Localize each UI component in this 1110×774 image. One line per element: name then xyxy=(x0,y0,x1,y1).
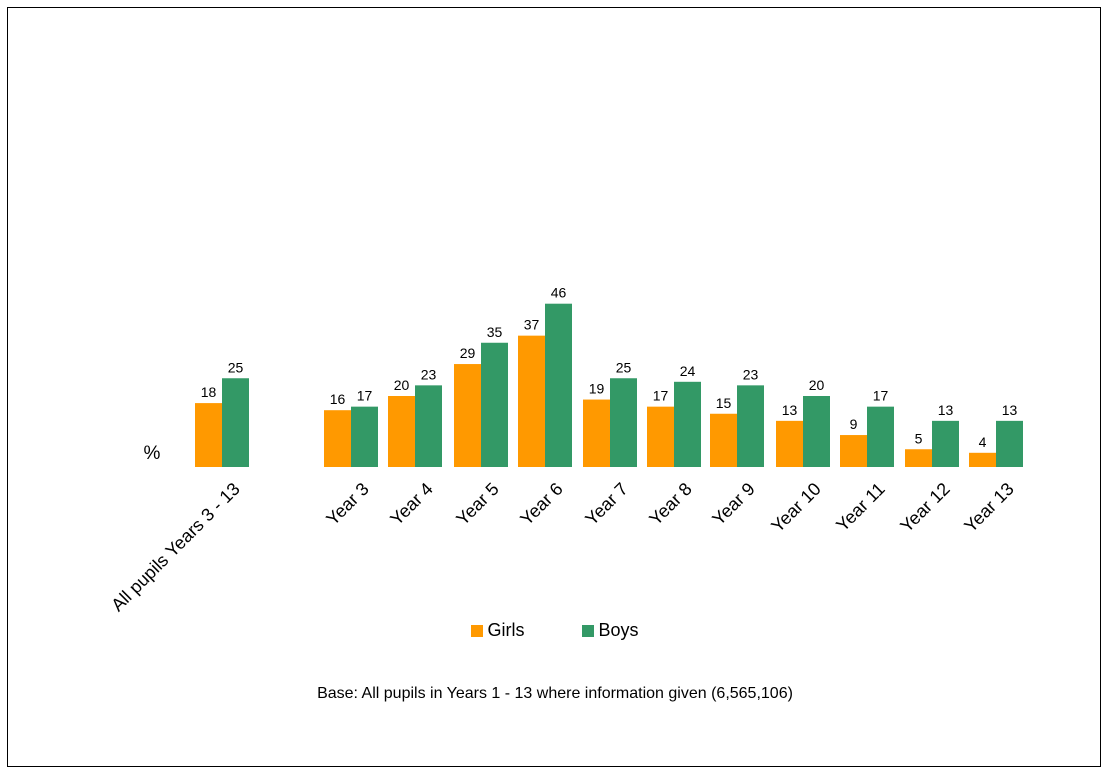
tick-label-year-13: Year 13 xyxy=(960,479,1018,537)
data-label-boys-year-6: 46 xyxy=(551,285,567,301)
data-label-girls-year-5: 29 xyxy=(460,345,476,361)
chart-legend: Girls Boys xyxy=(0,620,1110,641)
data-label-boys-year-10: 20 xyxy=(809,377,825,393)
bar-boys-year-10 xyxy=(803,396,830,467)
bar-girls-year-12 xyxy=(905,449,932,467)
tick-label-all-pupils-years-3-13: All pupils Years 3 - 13 xyxy=(107,479,244,616)
bar-girls-year-4 xyxy=(388,396,415,467)
tick-label-year-8: Year 8 xyxy=(645,479,695,529)
legend-item-girls: Girls xyxy=(471,620,524,641)
bar-boys-year-9 xyxy=(737,385,764,467)
bar-boys-year-7 xyxy=(610,378,637,467)
data-label-girls-year-7: 19 xyxy=(589,381,605,397)
data-label-boys-year-9: 23 xyxy=(743,366,759,382)
data-label-boys-year-3: 17 xyxy=(357,388,373,404)
legend-label-boys: Boys xyxy=(598,620,639,640)
data-label-boys-year-8: 24 xyxy=(680,363,696,379)
tick-label-year-10: Year 10 xyxy=(767,479,825,537)
bar-girls-year-3 xyxy=(324,410,351,467)
bar-girls-year-10 xyxy=(776,420,803,467)
data-label-girls-year-11: 9 xyxy=(850,416,858,432)
bar-girls-year-9 xyxy=(710,413,737,467)
data-label-boys-year-11: 17 xyxy=(873,388,889,404)
bar-boys-year-8 xyxy=(674,381,701,467)
tick-label-year-7: Year 7 xyxy=(581,479,631,529)
data-label-girls-year-3: 16 xyxy=(330,391,346,407)
data-label-girls-year-12: 5 xyxy=(915,430,923,446)
data-label-girls-year-8: 17 xyxy=(653,388,669,404)
tick-label-year-11: Year 11 xyxy=(832,479,889,536)
tick-label-year-3: Year 3 xyxy=(322,479,372,529)
tick-label-year-5: Year 5 xyxy=(452,479,502,529)
data-label-boys-year-13: 13 xyxy=(1002,402,1018,418)
legend-item-boys: Boys xyxy=(582,620,639,641)
bar-girls-year-8 xyxy=(647,406,674,467)
bar-girls-year-7 xyxy=(583,399,610,467)
bar-boys-year-11 xyxy=(867,406,894,467)
data-label-boys-year-4: 23 xyxy=(421,366,437,382)
legend-swatch-boys xyxy=(582,624,595,637)
data-label-girls-year-13: 4 xyxy=(979,434,987,450)
data-label-boys-year-12: 13 xyxy=(938,402,954,418)
data-label-boys-year-7: 25 xyxy=(616,359,632,375)
tick-label-year-9: Year 9 xyxy=(708,479,758,529)
data-label-girls-year-6: 37 xyxy=(524,317,540,333)
bar-boys-year-13 xyxy=(996,420,1023,467)
bar-boys-year-4 xyxy=(415,385,442,467)
tick-label-year-6: Year 6 xyxy=(516,479,566,529)
bar-girls-all-pupils-years-3-13 xyxy=(195,403,222,467)
bar-girls-year-13 xyxy=(969,452,996,467)
y-axis-label: % xyxy=(144,443,161,464)
bar-girls-year-6 xyxy=(518,335,545,467)
tick-label-year-4: Year 4 xyxy=(386,479,436,529)
bar-boys-year-5 xyxy=(481,342,508,467)
legend-swatch-girls xyxy=(471,624,484,637)
data-label-girls-year-9: 15 xyxy=(716,395,732,411)
data-label-boys-all-pupils-years-3-13: 25 xyxy=(228,359,244,375)
base-note: Base: All pupils in Years 1 - 13 where i… xyxy=(317,685,793,702)
legend-label-girls: Girls xyxy=(487,620,525,640)
bar-boys-year-12 xyxy=(932,420,959,467)
data-label-boys-year-5: 35 xyxy=(487,324,503,340)
bar-girls-year-5 xyxy=(454,364,481,467)
tick-label-year-12: Year 12 xyxy=(896,479,954,537)
bar-boys-year-6 xyxy=(545,303,572,467)
data-label-girls-year-4: 20 xyxy=(394,377,410,393)
data-label-girls-all-pupils-years-3-13: 18 xyxy=(201,384,217,400)
data-label-girls-year-10: 13 xyxy=(782,402,798,418)
bar-boys-all-pupils-years-3-13 xyxy=(222,378,249,467)
bar-girls-year-11 xyxy=(840,435,867,467)
bar-boys-year-3 xyxy=(351,406,378,467)
